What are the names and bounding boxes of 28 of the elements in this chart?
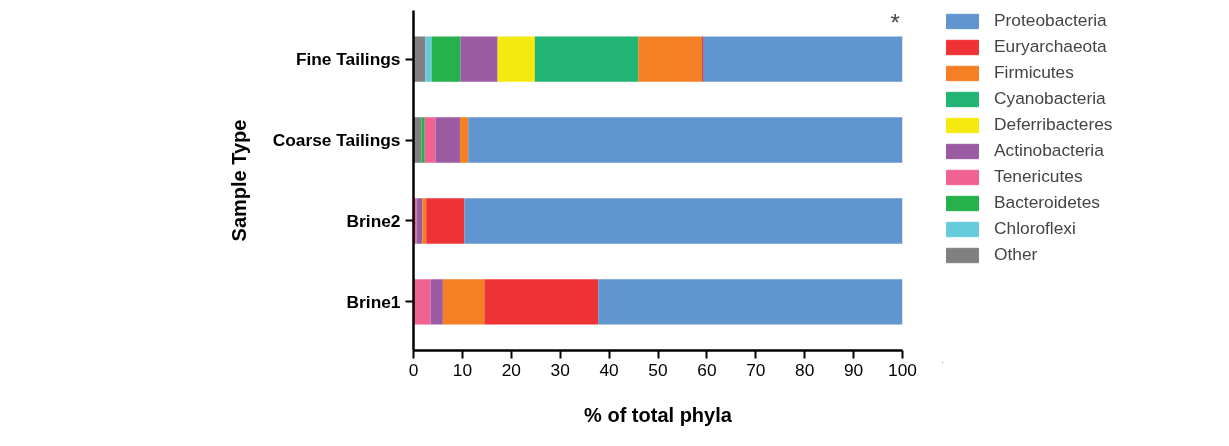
- x-tick-label: 40: [599, 359, 619, 380]
- x-tick-label: 60: [697, 359, 717, 380]
- legend-label: Tenericutes: [994, 166, 1083, 187]
- x-axis-title: % of total phyla: [584, 403, 733, 426]
- legend-label: Chloroflexi: [994, 218, 1076, 239]
- legend-label: Firmicutes: [994, 62, 1074, 83]
- legend-label: Cyanobacteria: [994, 88, 1106, 109]
- y-axis-title: Sample Type: [227, 119, 250, 242]
- x-tick-label: 70: [746, 359, 766, 380]
- legend-label: Other: [994, 244, 1038, 265]
- x-tick-label: 90: [843, 359, 864, 380]
- annotation: *: [890, 8, 900, 36]
- x-tick-label: 30: [550, 359, 570, 380]
- x-tick-label: 80: [795, 359, 815, 380]
- x-tick-label: 100: [888, 359, 917, 380]
- legend-label: Deferribacteres: [994, 114, 1113, 135]
- legend-label: Actinobacteria: [994, 140, 1104, 161]
- x-tick-label: 50: [648, 359, 668, 380]
- y-tick-label: Brine2: [346, 210, 401, 231]
- legend-label: Bacteroidetes: [994, 192, 1100, 213]
- y-tick-label: Fine Tailings: [295, 49, 401, 70]
- legend-label: Proteobacteria: [994, 10, 1107, 31]
- y-tick-label: Brine1: [346, 291, 401, 312]
- x-tick-label: 20: [501, 359, 521, 380]
- x-tick-label: 10: [452, 359, 473, 380]
- y-tick-label: Coarse Tailings: [272, 130, 401, 151]
- legend-label: Euryarchaeota: [994, 36, 1107, 57]
- x-tick-label: 0: [408, 359, 419, 380]
